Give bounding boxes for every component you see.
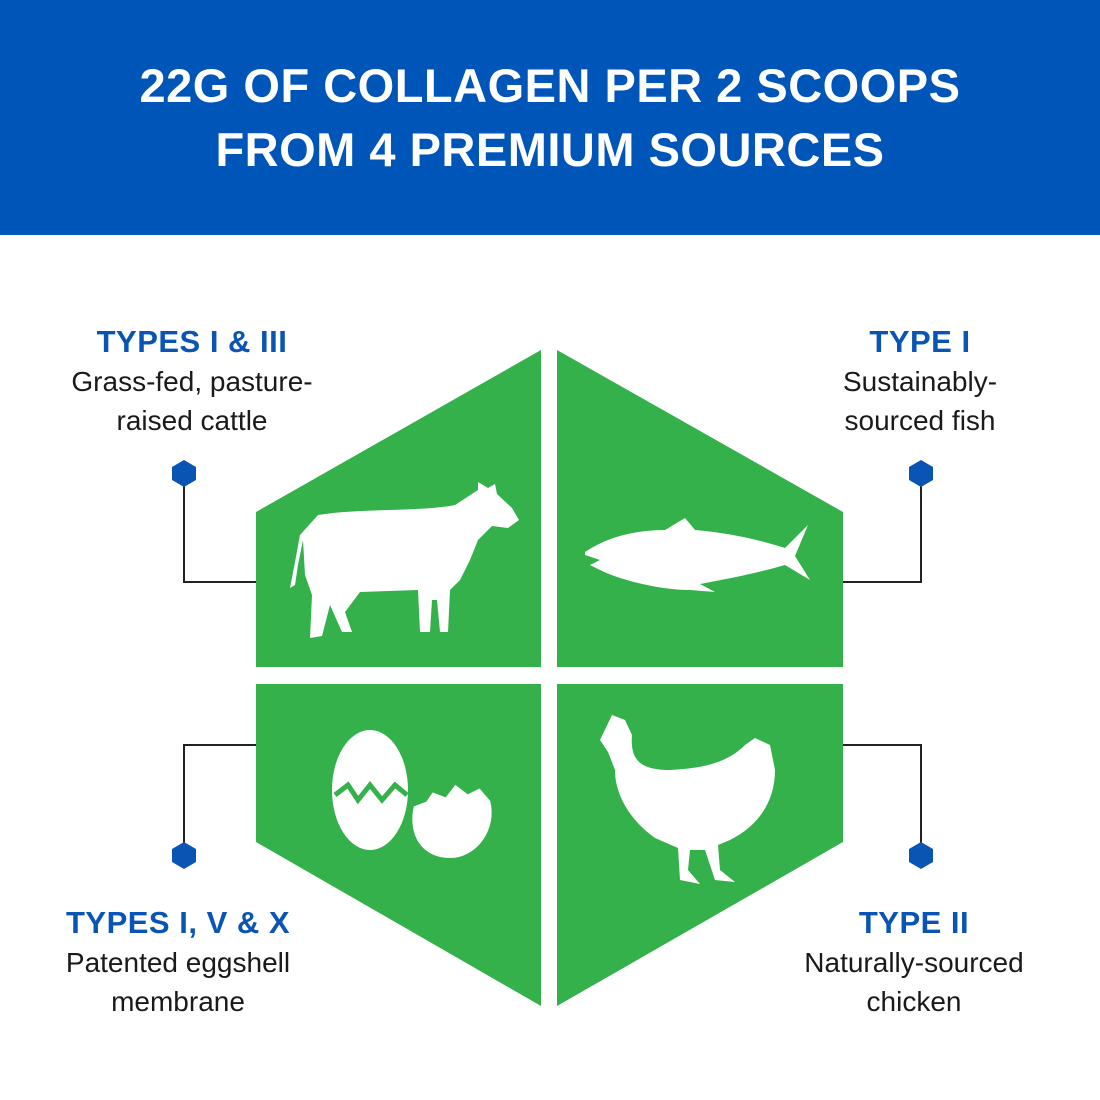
connector-eggshell <box>183 744 256 855</box>
fish-icon <box>585 518 810 592</box>
collagen-type: TYPE II <box>858 905 970 940</box>
source-label-cattle: TYPES I & III Grass-fed, pasture- raised… <box>22 322 362 440</box>
hex-dot-icon <box>909 842 933 869</box>
headline-line-1: 22G OF COLLAGEN PER 2 SCOOPS <box>139 58 961 112</box>
header-banner: 22G OF COLLAGEN PER 2 SCOOPS FROM 4 PREM… <box>0 0 1100 235</box>
source-description: Sustainably- <box>842 366 998 397</box>
quadrant-fish <box>557 350 843 667</box>
eggshell-icon <box>332 730 496 863</box>
source-description: membrane <box>111 986 245 1017</box>
collagen-type: TYPES I & III <box>96 324 288 359</box>
source-description: raised cattle <box>116 405 268 436</box>
hex-dot-icon <box>172 842 196 869</box>
source-description: Grass-fed, pasture- <box>71 366 313 397</box>
chicken-icon <box>600 715 775 884</box>
connector-fish <box>843 473 922 583</box>
source-label-fish: TYPE I Sustainably- sourced fish <box>750 322 1090 440</box>
headline-line-2: FROM 4 PREMIUM SOURCES <box>215 122 885 176</box>
source-label-chicken: TYPE II Naturally-sourced chicken <box>744 903 1084 1021</box>
connector-chicken <box>843 744 922 855</box>
collagen-type: TYPE I <box>869 324 971 359</box>
source-description: Naturally-sourced <box>804 947 1024 978</box>
connector-cattle <box>183 473 256 583</box>
collagen-type: TYPES I, V & X <box>65 905 291 940</box>
hex-dot-icon <box>172 460 196 487</box>
cow-icon <box>290 482 519 638</box>
quadrant-eggshell <box>256 684 541 1006</box>
source-label-eggshell: TYPES I, V & X Patented eggshell membran… <box>8 903 348 1021</box>
hex-dot-icon <box>909 460 933 487</box>
source-description: chicken <box>866 986 962 1017</box>
source-description: sourced fish <box>844 405 996 436</box>
source-description: Patented eggshell <box>65 947 291 978</box>
